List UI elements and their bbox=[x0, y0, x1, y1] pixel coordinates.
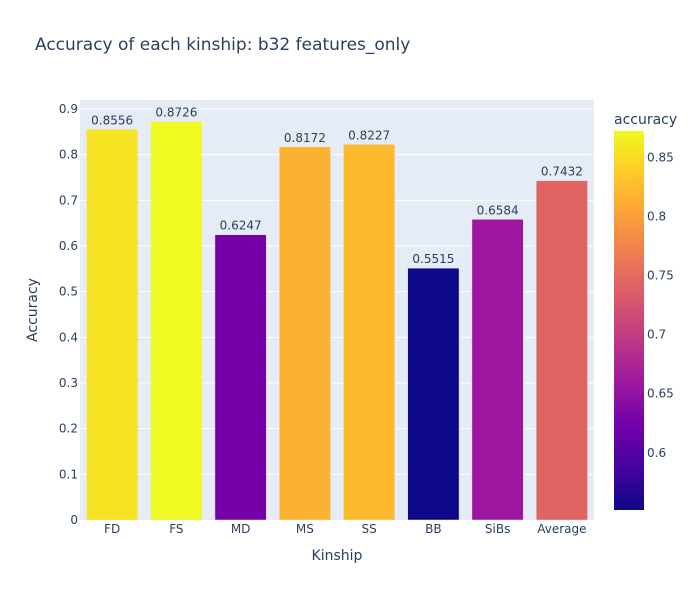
colorbar-ticks: 0.6 0.65 0.7 0.75 0.8 0.85 bbox=[647, 151, 674, 460]
bar-value-label: 0.8172 bbox=[284, 131, 326, 145]
y-tick-label: 0.9 bbox=[59, 102, 78, 116]
bar-value-label: 0.8556 bbox=[91, 113, 133, 127]
y-tick-label: 0.1 bbox=[59, 467, 78, 481]
colorbar-tick-label: 0.85 bbox=[647, 151, 674, 165]
y-tick-label: 0.6 bbox=[59, 239, 78, 253]
x-tick-label: MD bbox=[231, 522, 251, 536]
colorbar-tick-label: 0.6 bbox=[647, 446, 666, 460]
bar bbox=[407, 267, 460, 521]
bar bbox=[471, 219, 524, 521]
bar-value-label: 0.8726 bbox=[155, 106, 197, 120]
colorbar-tick-label: 0.7 bbox=[647, 328, 666, 342]
y-axis-title: Accuracy bbox=[25, 278, 41, 342]
y-tick-label: 0.4 bbox=[59, 330, 78, 344]
chart-title: Accuracy of each kinship: b32 features_o… bbox=[35, 35, 410, 55]
x-tick-label: SiBs bbox=[485, 522, 510, 536]
bar-value-label: 0.8227 bbox=[348, 128, 390, 142]
bar-labels: 0.8556 0.8726 0.6247 0.8172 0.8227 0.5515 0.65… bbox=[91, 106, 583, 267]
bar bbox=[214, 234, 267, 521]
y-tick-label: 0 bbox=[70, 513, 78, 527]
bar bbox=[278, 146, 331, 521]
x-tick-label: FS bbox=[169, 522, 183, 536]
colorbar-tick-label: 0.65 bbox=[647, 387, 674, 401]
x-tick-label: SS bbox=[362, 522, 377, 536]
y-axis-ticks: 0 0.1 0.2 0.3 0.4 0.5 0.6 0.7 0.8 0.9 bbox=[59, 102, 78, 527]
x-tick-label: BB bbox=[425, 522, 441, 536]
y-tick-label: 0.5 bbox=[59, 285, 78, 299]
x-tick-label: Average bbox=[537, 522, 586, 536]
bar bbox=[343, 144, 396, 521]
x-axis-title: Kinship bbox=[312, 548, 363, 564]
bar bbox=[150, 121, 203, 521]
bar-value-label: 0.6584 bbox=[477, 203, 519, 217]
x-tick-label: MS bbox=[296, 522, 314, 536]
y-tick-label: 0.2 bbox=[59, 422, 78, 436]
y-tick-label: 0.7 bbox=[59, 193, 78, 207]
colorbar-title: accuracy bbox=[614, 112, 677, 128]
bar-value-label: 0.6247 bbox=[220, 219, 262, 233]
bar-value-label: 0.7432 bbox=[541, 165, 583, 179]
bar bbox=[86, 129, 139, 521]
bars bbox=[86, 121, 588, 521]
bar-value-label: 0.5515 bbox=[412, 252, 454, 266]
y-tick-label: 0.8 bbox=[59, 148, 78, 162]
colorbar-tick-label: 0.8 bbox=[647, 210, 666, 224]
x-axis-ticks: FD FS MD MS SS BB SiBs Average bbox=[104, 522, 586, 536]
colorbar bbox=[614, 131, 644, 510]
x-tick-label: FD bbox=[104, 522, 120, 536]
colorbar-tick-label: 0.75 bbox=[647, 269, 674, 283]
bar bbox=[535, 180, 588, 521]
y-tick-label: 0.3 bbox=[59, 376, 78, 390]
